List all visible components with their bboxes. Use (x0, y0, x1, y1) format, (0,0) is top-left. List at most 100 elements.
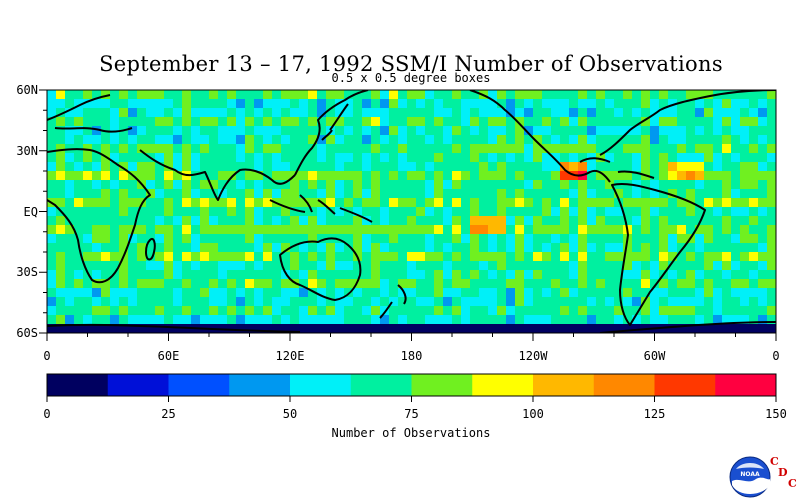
heatmap-cell (326, 270, 336, 280)
heatmap-cell (479, 207, 489, 217)
colorbar (46, 373, 777, 397)
heatmap-cell (209, 117, 219, 127)
heatmap-cell (101, 99, 111, 109)
heatmap-cell (587, 288, 597, 298)
heatmap-cell (569, 243, 579, 253)
heatmap-cell (92, 189, 102, 199)
heatmap-cell (587, 108, 597, 118)
heatmap-cell (542, 90, 552, 100)
colorbar-tick-label: 150 (765, 407, 787, 421)
heatmap-cell (443, 288, 453, 298)
heatmap-cell (119, 306, 129, 316)
heatmap-cell (659, 90, 669, 100)
heatmap-cell (452, 189, 462, 199)
heatmap-cell (191, 225, 201, 235)
heatmap-cell (326, 117, 336, 127)
heatmap-cell (326, 288, 336, 298)
heatmap-cell (605, 90, 615, 100)
heatmap-cell (686, 99, 696, 109)
heatmap-cell (74, 225, 84, 235)
heatmap-cell (641, 144, 651, 154)
heatmap-cell (677, 108, 687, 118)
heatmap-cell (236, 324, 246, 333)
heatmap-cell (191, 198, 201, 208)
heatmap-cell (317, 297, 327, 307)
heatmap-cell (398, 117, 408, 127)
heatmap-cell (767, 216, 776, 226)
heatmap-cell (677, 252, 687, 262)
heatmap-cell (614, 297, 624, 307)
heatmap-cell (542, 135, 552, 145)
heatmap-cell (389, 306, 399, 316)
heatmap-cell (416, 198, 426, 208)
heatmap-cell (254, 216, 264, 226)
heatmap-cell (425, 126, 435, 136)
heatmap-cell (335, 270, 345, 280)
heatmap-cell (245, 288, 255, 298)
heatmap-cell (659, 153, 669, 163)
heatmap-cell (695, 117, 705, 127)
heatmap-cell (335, 153, 345, 163)
heatmap-cell (515, 279, 525, 289)
heatmap-cell (749, 198, 759, 208)
heatmap-cell (641, 189, 651, 199)
heatmap-cell (596, 324, 606, 333)
heatmap-cell (749, 189, 759, 199)
heatmap-cell (767, 153, 776, 163)
heatmap-cell (308, 279, 318, 289)
heatmap-cell (317, 108, 327, 118)
heatmap-cell (281, 315, 291, 325)
heatmap-cell (731, 234, 741, 244)
heatmap-cell (704, 243, 714, 253)
heatmap-cell (74, 135, 84, 145)
heatmap-cell (488, 207, 498, 217)
heatmap-cell (182, 243, 192, 253)
cdc-letter-2: D (778, 466, 788, 479)
heatmap-cell (191, 117, 201, 127)
heatmap-cell (758, 270, 768, 280)
heatmap-cell (470, 270, 480, 280)
heatmap-cell (749, 315, 759, 325)
heatmap-cell (281, 126, 291, 136)
heatmap-cell (65, 135, 75, 145)
heatmap-cell (686, 252, 696, 262)
heatmap-cell (479, 315, 489, 325)
heatmap-cell (524, 189, 534, 199)
heatmap-cell (569, 288, 579, 298)
heatmap-cell (551, 315, 561, 325)
heatmap-cell (326, 162, 336, 172)
heatmap-cell (344, 252, 354, 262)
heatmap-cell (146, 243, 156, 253)
heatmap-cell (254, 162, 264, 172)
heatmap-cell (371, 207, 381, 217)
heatmap-cell (524, 315, 534, 325)
heatmap-cell (164, 108, 174, 118)
heatmap-cell (65, 315, 75, 325)
heatmap-cell (560, 252, 570, 262)
heatmap-cell (407, 135, 417, 145)
heatmap-cell (398, 198, 408, 208)
heatmap-cell (659, 288, 669, 298)
heatmap-cell (272, 261, 282, 271)
heatmap-cell (524, 144, 534, 154)
heatmap-cell (362, 171, 372, 181)
heatmap-cell (308, 108, 318, 118)
heatmap-cell (596, 270, 606, 280)
heatmap-cell (110, 261, 120, 271)
heatmap-cell (659, 117, 669, 127)
heatmap-cell (146, 90, 156, 100)
heatmap-cell (614, 90, 624, 100)
heatmap-cell (452, 108, 462, 118)
heatmap-cell (740, 324, 750, 333)
heatmap-cell (650, 189, 660, 199)
heatmap-cell (200, 144, 210, 154)
heatmap-cell (731, 180, 741, 190)
heatmap-cell (326, 207, 336, 217)
heatmap-cell (173, 297, 183, 307)
heatmap-cell (632, 90, 642, 100)
heatmap-cell (308, 90, 318, 100)
heatmap-cell (200, 189, 210, 199)
heatmap-cell (524, 324, 534, 333)
heatmap-cell (290, 234, 300, 244)
heatmap-cell (749, 135, 759, 145)
